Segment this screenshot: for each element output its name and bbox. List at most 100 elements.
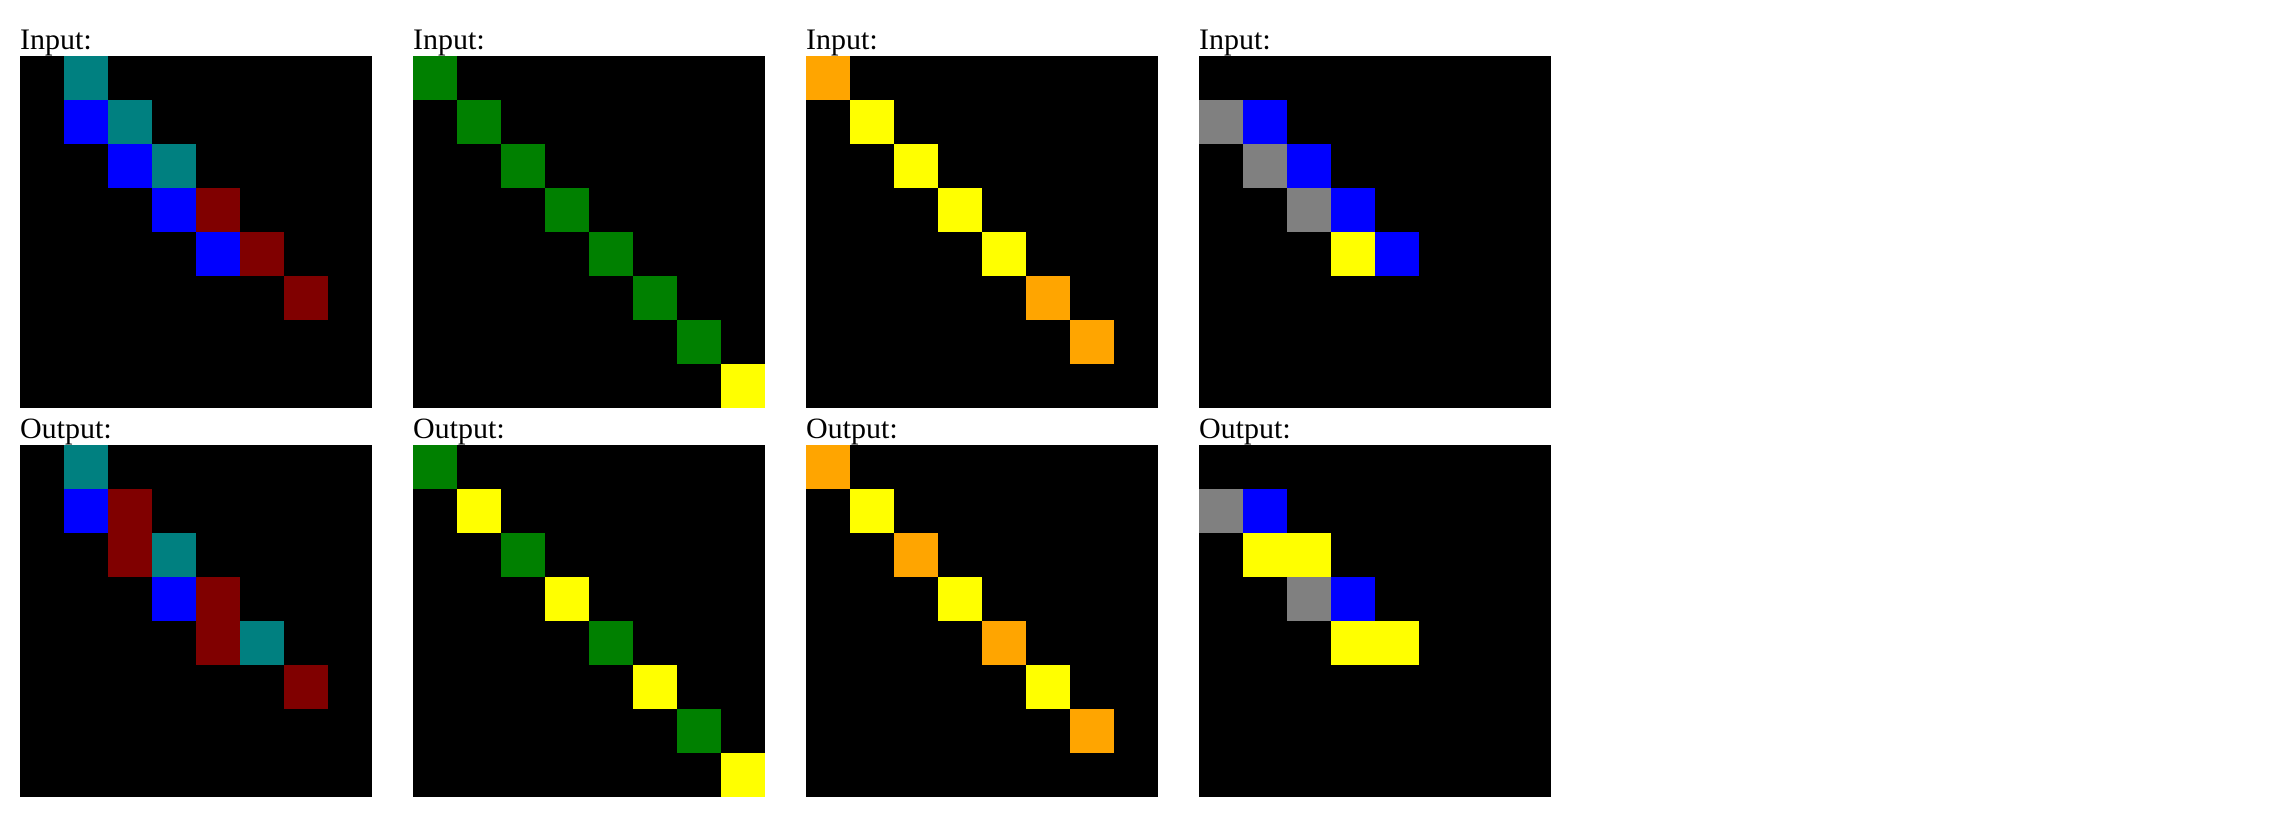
- grid-cell: [589, 665, 633, 709]
- grid-cell: [1199, 445, 1243, 489]
- grid-cell: [1114, 577, 1158, 621]
- grid-cell: [1463, 665, 1507, 709]
- grid-cell: [20, 276, 64, 320]
- grid-cell: [64, 364, 108, 408]
- grid-cell: [1375, 577, 1419, 621]
- grid-cell: [108, 144, 152, 188]
- grid-cell: [1507, 665, 1551, 709]
- grid-cell: [284, 56, 328, 100]
- grid-cell: [982, 533, 1026, 577]
- grid-cell: [545, 232, 589, 276]
- grid-cell: [1070, 709, 1114, 753]
- grid-cell: [982, 276, 1026, 320]
- grid-cell: [240, 364, 284, 408]
- grid-cell: [1026, 445, 1070, 489]
- grid-cell: [328, 320, 372, 364]
- grid-cell: [328, 489, 372, 533]
- grid-cell: [589, 577, 633, 621]
- grid-cell: [501, 320, 545, 364]
- grid-cell: [633, 232, 677, 276]
- grid-cell: [850, 56, 894, 100]
- grid-cell: [938, 445, 982, 489]
- grid-cell: [589, 320, 633, 364]
- grid-cell: [721, 364, 765, 408]
- grid-cell: [152, 320, 196, 364]
- grid-cell: [64, 56, 108, 100]
- grid-cell: [982, 188, 1026, 232]
- grid-cell: [1463, 577, 1507, 621]
- grid-cell: [1026, 100, 1070, 144]
- grid-cell: [1419, 188, 1463, 232]
- grid-cell: [284, 188, 328, 232]
- grid-cell: [938, 100, 982, 144]
- grid-cell: [1199, 276, 1243, 320]
- example-4-input-grid: [1199, 56, 1551, 408]
- grid-cell: [1375, 621, 1419, 665]
- grid-cell: [1375, 489, 1419, 533]
- grid-cell: [806, 577, 850, 621]
- grid-cell: [1287, 621, 1331, 665]
- grid-cell: [1419, 709, 1463, 753]
- grid-cell: [1243, 144, 1287, 188]
- grid-cell: [1287, 188, 1331, 232]
- grid-cell: [196, 100, 240, 144]
- grid-cell: [545, 320, 589, 364]
- grid-cell: [589, 56, 633, 100]
- grid-cell: [850, 621, 894, 665]
- grid-cell: [1114, 489, 1158, 533]
- grid-cell: [1199, 753, 1243, 797]
- grid-cell: [457, 665, 501, 709]
- grid-cell: [1507, 56, 1551, 100]
- grid-cell: [1026, 320, 1070, 364]
- grid-cell: [1199, 144, 1243, 188]
- grid-cell: [806, 100, 850, 144]
- grid-cell: [1419, 232, 1463, 276]
- grid-cell: [806, 709, 850, 753]
- grid-cell: [457, 621, 501, 665]
- grid-cell: [196, 621, 240, 665]
- grid-cell: [1114, 144, 1158, 188]
- grid-cell: [938, 188, 982, 232]
- grid-cell: [677, 276, 721, 320]
- grid-cell: [108, 577, 152, 621]
- grid-cell: [152, 665, 196, 709]
- grid-cell: [501, 489, 545, 533]
- example-3-input-grid: [806, 56, 1158, 408]
- grid-cell: [1507, 276, 1551, 320]
- grid-cell: [108, 188, 152, 232]
- grid-cell: [1463, 709, 1507, 753]
- grid-cell: [1507, 577, 1551, 621]
- grid-cell: [284, 232, 328, 276]
- grid-cell: [850, 320, 894, 364]
- grid-cell: [894, 100, 938, 144]
- grid-cell: [1243, 753, 1287, 797]
- grid-cell: [20, 665, 64, 709]
- grid-cell: [677, 364, 721, 408]
- grid-cell: [1243, 188, 1287, 232]
- grid-cell: [806, 144, 850, 188]
- grid-cell: [545, 489, 589, 533]
- grid-cell: [413, 364, 457, 408]
- grid-cell: [1199, 232, 1243, 276]
- grid-cell: [328, 144, 372, 188]
- grid-cell: [721, 533, 765, 577]
- grid-cell: [1463, 320, 1507, 364]
- grid-cell: [1287, 144, 1331, 188]
- grid-cell: [328, 577, 372, 621]
- grid-cell: [413, 276, 457, 320]
- grid-cell: [806, 188, 850, 232]
- grid-cell: [1026, 709, 1070, 753]
- grid-cell: [1026, 533, 1070, 577]
- grid-cell: [633, 533, 677, 577]
- grid-cell: [1243, 232, 1287, 276]
- grid-cell: [806, 320, 850, 364]
- grid-cell: [1114, 753, 1158, 797]
- grid-cell: [1419, 445, 1463, 489]
- grid-cell: [501, 100, 545, 144]
- grid-cell: [64, 445, 108, 489]
- grid-cell: [850, 665, 894, 709]
- grid-cell: [196, 188, 240, 232]
- grid-cell: [64, 577, 108, 621]
- grid-cell: [1026, 276, 1070, 320]
- grid-cell: [240, 445, 284, 489]
